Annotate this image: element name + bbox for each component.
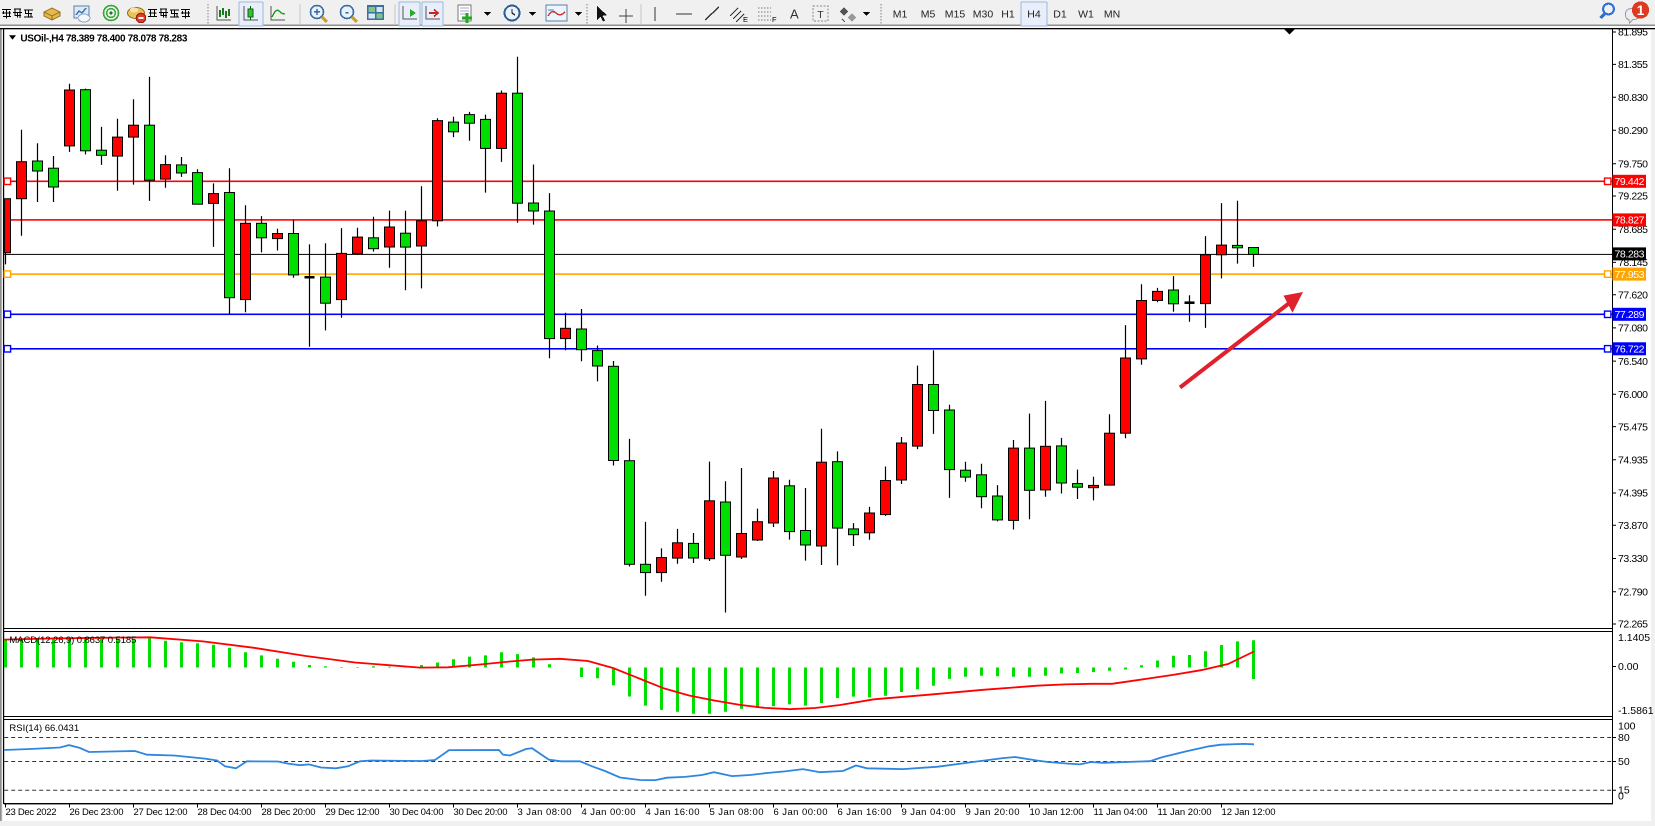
- svg-text:4 Jan 16:00: 4 Jan 16:00: [646, 807, 700, 818]
- svg-text:H1: H1: [1001, 9, 1015, 21]
- svg-text:80.290: 80.290: [1618, 125, 1648, 137]
- svg-text:74.395: 74.395: [1618, 488, 1648, 500]
- svg-text:76.540: 76.540: [1618, 356, 1648, 368]
- svg-text:75.475: 75.475: [1618, 421, 1648, 433]
- svg-text:26 Dec 23:00: 26 Dec 23:00: [70, 807, 124, 818]
- svg-text:79.442: 79.442: [1615, 176, 1645, 188]
- svg-text:+: +: [313, 5, 320, 19]
- svg-text:9 Jan 20:00: 9 Jan 20:00: [966, 807, 1020, 818]
- svg-text:MACD(12,26,9) 0.8637 0.5185: MACD(12,26,9) 0.8637 0.5185: [9, 635, 136, 646]
- svg-text:F: F: [772, 15, 777, 24]
- svg-text:15: 15: [1618, 785, 1630, 797]
- svg-text:79.225: 79.225: [1618, 191, 1648, 203]
- svg-text:T: T: [817, 9, 824, 21]
- svg-text:80: 80: [1618, 732, 1630, 744]
- svg-text:W1: W1: [1078, 9, 1094, 21]
- svg-text:28 Dec 04:00: 28 Dec 04:00: [198, 807, 252, 818]
- svg-text:74.935: 74.935: [1618, 455, 1648, 467]
- svg-text:76.000: 76.000: [1618, 389, 1648, 401]
- svg-text:79.750: 79.750: [1618, 159, 1648, 171]
- svg-text:12 Jan 12:00: 12 Jan 12:00: [1222, 807, 1276, 818]
- svg-text:6 Jan 16:00: 6 Jan 16:00: [838, 807, 892, 818]
- svg-text:81.895: 81.895: [1618, 27, 1648, 39]
- svg-text:100: 100: [1618, 721, 1636, 733]
- svg-text:RSI(14) 66.0431: RSI(14) 66.0431: [9, 723, 79, 734]
- svg-text:77.953: 77.953: [1615, 269, 1645, 281]
- svg-text:80.830: 80.830: [1618, 92, 1648, 104]
- svg-text:28 Dec 20:00: 28 Dec 20:00: [262, 807, 316, 818]
- svg-text:11 Jan 20:00: 11 Jan 20:00: [1158, 807, 1212, 818]
- svg-text:73.330: 73.330: [1618, 553, 1648, 565]
- svg-text:-1.5861: -1.5861: [1618, 705, 1654, 717]
- svg-text:M5: M5: [921, 9, 936, 21]
- svg-text:M1: M1: [893, 9, 908, 21]
- svg-text:1.1405: 1.1405: [1618, 632, 1650, 644]
- svg-text:11 Jan 04:00: 11 Jan 04:00: [1094, 807, 1148, 818]
- svg-text:MN: MN: [1104, 9, 1120, 21]
- svg-text:9 Jan 04:00: 9 Jan 04:00: [902, 807, 956, 818]
- svg-text:M30: M30: [973, 9, 994, 21]
- svg-text:E: E: [743, 15, 748, 24]
- svg-text:77.620: 77.620: [1618, 289, 1648, 301]
- svg-text:1: 1: [1637, 3, 1645, 18]
- svg-text:D1: D1: [1053, 9, 1067, 21]
- svg-text:30 Dec 20:00: 30 Dec 20:00: [454, 807, 508, 818]
- svg-text:M15: M15: [945, 9, 966, 21]
- svg-text:78.283: 78.283: [1615, 249, 1645, 261]
- svg-text:3 Jan 08:00: 3 Jan 08:00: [518, 807, 572, 818]
- svg-text:0.00: 0.00: [1618, 661, 1639, 673]
- svg-text:73.870: 73.870: [1618, 520, 1648, 532]
- svg-text:H4: H4: [1027, 9, 1041, 21]
- svg-text:77.080: 77.080: [1618, 323, 1648, 335]
- svg-text:10 Jan 12:00: 10 Jan 12:00: [1030, 807, 1084, 818]
- svg-text:81.355: 81.355: [1618, 59, 1648, 71]
- svg-text:30 Dec 04:00: 30 Dec 04:00: [390, 807, 444, 818]
- svg-text:76.722: 76.722: [1615, 344, 1645, 356]
- svg-text:29 Dec 12:00: 29 Dec 12:00: [326, 807, 380, 818]
- svg-text:A: A: [790, 7, 799, 22]
- svg-text:72.790: 72.790: [1618, 586, 1648, 598]
- svg-text:USOil-,H4 78.389 78.400 78.07: USOil-,H4 78.389 78.400 78.078 78.283: [20, 34, 187, 45]
- svg-text:5 Jan 08:00: 5 Jan 08:00: [710, 807, 764, 818]
- svg-text:4 Jan 00:00: 4 Jan 00:00: [582, 807, 636, 818]
- svg-text:27 Dec 12:00: 27 Dec 12:00: [134, 807, 188, 818]
- svg-text:-: -: [345, 5, 349, 19]
- svg-text:77.289: 77.289: [1615, 309, 1645, 321]
- svg-text:23 Dec 2022: 23 Dec 2022: [6, 807, 57, 818]
- svg-text:6 Jan 00:00: 6 Jan 00:00: [774, 807, 828, 818]
- svg-text:50: 50: [1618, 756, 1630, 768]
- svg-text:78.827: 78.827: [1615, 215, 1645, 227]
- svg-text:0: 0: [1618, 791, 1624, 803]
- svg-text:72.265: 72.265: [1618, 619, 1648, 631]
- svg-text:78.685: 78.685: [1618, 224, 1648, 236]
